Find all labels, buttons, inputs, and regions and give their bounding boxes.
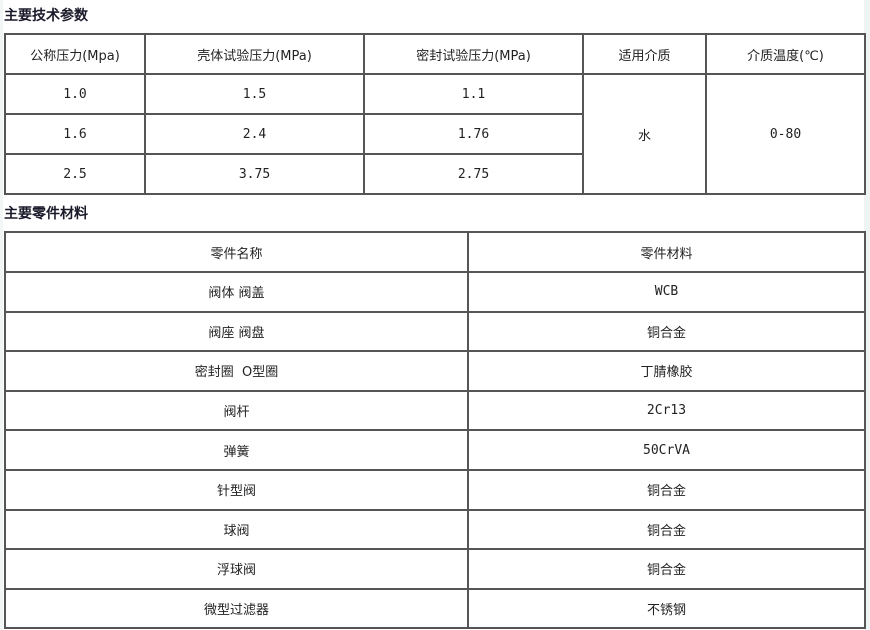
table-header-row: 公称压力(Mpa) 壳体试验压力(MPa) 密封试验压力(MPa) 适用介质 介…: [4, 33, 866, 75]
table-row: 球阀 铜合金: [4, 508, 866, 551]
table-row: 1.0 1.5 1.1 水 0-80: [4, 73, 866, 195]
part-material-cell: 50CrVA: [467, 429, 866, 471]
header-cell: 零件名称: [4, 231, 469, 273]
part-material-cell: 铜合金: [467, 508, 866, 551]
scrollbar-track[interactable]: [864, 0, 870, 630]
header-cell: 壳体试验压力(MPa): [144, 33, 365, 75]
cell: 2.75: [363, 153, 584, 195]
part-material-cell: 2Cr13: [467, 389, 866, 432]
table-row: 2.5 3.75 2.75: [4, 153, 865, 195]
left-margin: [0, 0, 3, 630]
tech-params-table: 公称压力(Mpa) 壳体试验压力(MPa) 密封试验压力(MPa) 适用介质 介…: [4, 33, 866, 195]
header-cell: 介质温度(℃): [705, 33, 866, 75]
part-material-cell: WCB: [467, 271, 866, 313]
cell: 2.5: [4, 153, 146, 195]
part-material-cell: 铜合金: [467, 548, 866, 590]
header-cell: 密封试验压力(MPa): [363, 33, 584, 75]
part-name-cell: 弹簧: [4, 429, 469, 471]
table-row: 阀杆 2Cr13: [4, 389, 866, 432]
part-name-cell: 阀杆: [4, 389, 469, 432]
header-cell: 零件材料: [467, 231, 866, 273]
temperature-cell: 0-80: [705, 73, 866, 195]
part-name-cell: 阀体 阀盖: [4, 271, 469, 313]
cell: 2.4: [144, 113, 365, 155]
cell: 1.76: [363, 113, 584, 155]
header-cell: 适用介质: [582, 33, 707, 75]
section-title-parts-materials: 主要零件材料: [4, 206, 88, 222]
part-name-cell: 针型阀: [4, 468, 469, 511]
part-name-cell: 球阀: [4, 508, 469, 551]
part-material-cell: 铜合金: [467, 310, 866, 353]
table-row: 微型过滤器 不锈钢: [4, 587, 866, 630]
section-title-tech-params: 主要技术参数: [4, 8, 88, 24]
cell: 1.5: [144, 73, 365, 115]
table-row: 弹簧 50CrVA: [4, 429, 866, 471]
part-name-cell: 浮球阀: [4, 548, 469, 590]
cell: 1.0: [4, 73, 146, 115]
header-cell: 公称压力(Mpa): [4, 33, 146, 75]
part-material-cell: 丁腈橡胶: [467, 350, 866, 392]
part-name-cell: 阀座 阀盘: [4, 310, 469, 353]
part-material-cell: 铜合金: [467, 468, 866, 511]
table-row: 密封圈 O型圈 丁腈橡胶: [4, 350, 866, 392]
cell: 1.1: [363, 73, 584, 115]
table-row: 1.6 2.4 1.76: [4, 113, 865, 155]
table-header-row: 零件名称 零件材料: [4, 231, 866, 273]
table-row: 浮球阀 铜合金: [4, 548, 866, 590]
medium-cell: 水: [582, 73, 707, 195]
table-row: 阀座 阀盘 铜合金: [4, 310, 866, 353]
cell: 1.6: [4, 113, 146, 155]
table-row: 针型阀 铜合金: [4, 468, 866, 511]
part-material-cell: 不锈钢: [467, 587, 866, 630]
cell: 3.75: [144, 153, 365, 195]
table-row: 阀体 阀盖 WCB: [4, 271, 866, 313]
part-name-cell: 微型过滤器: [4, 587, 469, 630]
parts-materials-table: 零件名称 零件材料 阀体 阀盖 WCB 阀座 阀盘 铜合金 密封圈 O型圈 丁腈橡胶 阀杆 2…: [4, 231, 866, 630]
part-name-cell: 密封圈 O型圈: [4, 350, 469, 392]
